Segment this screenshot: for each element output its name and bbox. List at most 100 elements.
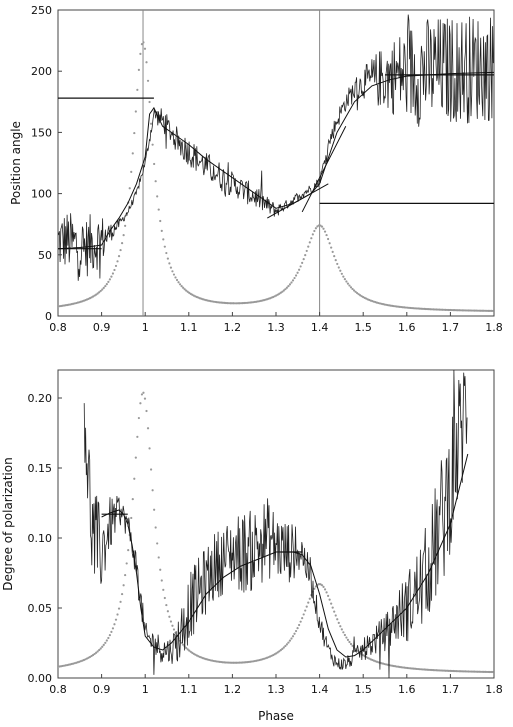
position-angle-x-tick-label: 1.6 xyxy=(398,321,416,334)
polarization-dotted-point xyxy=(279,649,282,652)
position-angle-dotted-point xyxy=(107,280,110,283)
position-angle-dotted-point xyxy=(285,286,288,289)
polarization-dotted-point xyxy=(468,670,472,673)
position-angle-x-tick-label: 1.3 xyxy=(267,321,285,334)
polarization-y-tick-label: 0.10 xyxy=(28,532,53,545)
polarization-dotted-point xyxy=(114,618,118,621)
position-angle-x-tick-label: 0.9 xyxy=(93,321,111,334)
position-angle-x-tick-label: 1 xyxy=(142,321,149,334)
position-angle-dotted-point xyxy=(175,278,179,282)
position-angle-x-tick-label: 0.8 xyxy=(49,321,67,334)
polarization-dotted-point xyxy=(166,610,169,613)
polarization-dotted-point xyxy=(482,670,485,673)
position-angle-dotted-point xyxy=(284,288,287,291)
position-angle-dotted-point xyxy=(230,302,234,305)
polarization-x-tick-label: 1 xyxy=(142,683,149,696)
polarization-dotted-point xyxy=(475,670,478,673)
position-angle-dotted-point xyxy=(484,309,487,312)
position-angle-y-tick-label: 200 xyxy=(31,65,52,78)
position-angle-dotted-point xyxy=(488,309,491,312)
polarization-dotted-point xyxy=(290,637,293,640)
position-angle-dotted-point xyxy=(110,275,113,278)
position-angle-dotted-point xyxy=(298,268,301,271)
position-angle-dotted-point xyxy=(122,234,125,237)
polarization-dotted-point xyxy=(139,402,142,405)
polarization-dotted-curve xyxy=(58,391,494,674)
polarization-dotted-point xyxy=(156,542,159,545)
polarization-y-axis: 0.00 0.05 0.10 0.15 0.20 xyxy=(28,392,62,685)
polarization-dotted-point xyxy=(130,516,133,520)
position-angle-x-tick-label: 1.5 xyxy=(354,321,372,334)
polarization-dotted-point xyxy=(145,409,148,413)
position-angle-dotted-point xyxy=(299,265,302,268)
position-angle-dotted-point xyxy=(294,274,298,277)
position-angle-dotted-point xyxy=(120,242,124,245)
polarization-x-tick-label: 1.8 xyxy=(485,683,503,696)
polarization-dotted-point xyxy=(301,617,304,620)
position-angle-dotted-point xyxy=(330,246,333,249)
position-angle-dotted-point xyxy=(340,272,343,275)
position-angle-dotted-point xyxy=(166,257,169,260)
polarization-dotted-point xyxy=(465,670,469,673)
position-angle-dotted-point xyxy=(131,152,134,155)
polarization-dotted-point xyxy=(333,610,336,613)
position-angle-dotted-point xyxy=(336,262,339,266)
polarization-dotted-point xyxy=(320,584,324,587)
position-angle-dotted-point xyxy=(456,309,459,312)
position-angle-dotted-point xyxy=(151,143,154,146)
polarization-dotted-point xyxy=(99,647,102,650)
polarization-x-tick-label: 1.6 xyxy=(398,683,416,696)
polarization-dotted-point xyxy=(95,651,98,654)
polarization-dotted-point xyxy=(162,588,165,591)
polarization-dotted-point xyxy=(298,623,301,627)
polarization-dotted-point xyxy=(110,630,113,634)
polarization-dotted-point xyxy=(293,632,296,635)
position-angle-dotted-point xyxy=(481,309,484,312)
position-angle-dotted-point xyxy=(293,276,296,280)
position-angle-tangent-line xyxy=(267,183,329,219)
polarization-x-tick-label: 1.5 xyxy=(354,683,372,696)
position-angle-dotted-point xyxy=(462,309,466,312)
polarization-dotted-point xyxy=(299,620,302,623)
position-angle-dotted-point xyxy=(279,291,282,294)
polarization-dotted-point xyxy=(116,613,119,616)
position-angle-dotted-point xyxy=(337,266,340,269)
polarization-dotted-point xyxy=(346,638,350,641)
polarization-dotted-point xyxy=(163,596,166,600)
position-angle-dotted-point xyxy=(327,237,330,241)
position-angle-model-curve xyxy=(58,71,494,250)
polarization-dotted-point xyxy=(288,639,292,642)
polarization-dotted-point xyxy=(188,649,191,652)
polarization-dotted-point xyxy=(313,587,316,590)
polarization-dotted-point xyxy=(473,670,476,673)
position-angle-dotted-point xyxy=(185,289,188,292)
polarization-dotted-point xyxy=(294,629,298,633)
polarization-dotted-point xyxy=(148,447,151,450)
position-angle-dotted-point xyxy=(145,61,148,64)
polarization-dotted-point xyxy=(124,573,127,577)
position-angle-dotted-point xyxy=(287,285,290,288)
polarization-dotted-point xyxy=(485,670,488,674)
position-angle-y-tick-label: 0 xyxy=(45,310,52,323)
polarization-dotted-point xyxy=(276,651,279,654)
polarization-model-curve xyxy=(101,453,469,658)
polarization-dotted-point xyxy=(131,497,134,501)
position-angle-dotted-point xyxy=(319,224,322,227)
position-angle-dotted-point xyxy=(476,309,479,312)
position-angle-dotted-point xyxy=(180,285,183,288)
position-angle-dotted-point xyxy=(186,290,189,293)
polarization-dotted-point xyxy=(172,628,176,631)
polarization-dotted-point xyxy=(98,648,101,652)
polarization-dotted-point xyxy=(127,549,130,552)
position-angle-dotted-point xyxy=(124,224,127,227)
polarization-plot-area xyxy=(58,370,494,678)
position-angle-dotted-point xyxy=(465,309,469,312)
position-angle-y-axis-title: Position angle xyxy=(9,121,23,205)
polarization-dotted-point xyxy=(108,634,111,637)
polarization-dotted-point xyxy=(305,605,308,608)
position-angle-dotted-point xyxy=(114,264,118,268)
position-angle-dotted-point xyxy=(475,309,478,312)
position-angle-dotted-point xyxy=(116,260,119,263)
position-angle-panel: 0.8 0.9 1 1.1 1.2 1.3 1.4 1.5 1.6 1.7 1.8 0 50 100 15… xyxy=(9,4,503,334)
position-angle-dotted-point xyxy=(334,259,337,262)
